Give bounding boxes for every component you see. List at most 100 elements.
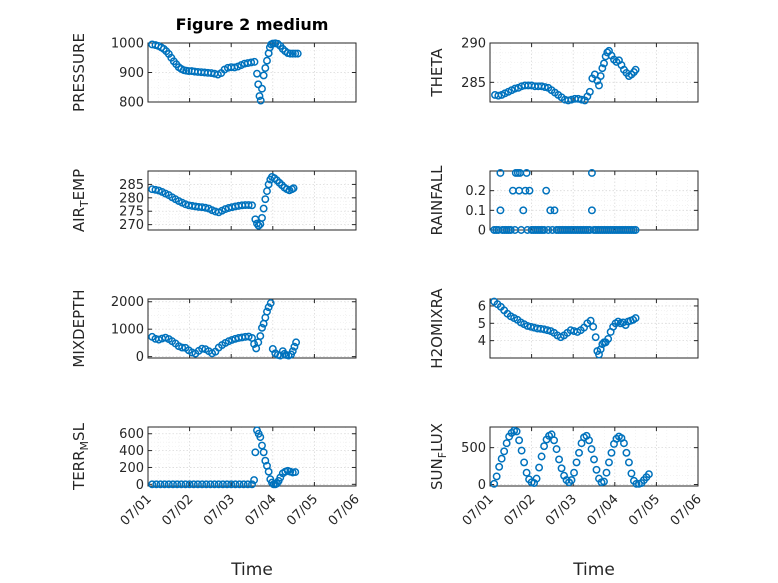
x-axis-label-left: Time [230,560,273,580]
data-point [495,462,504,471]
data-point [264,467,273,476]
data-point [263,307,271,316]
data-point [496,206,505,215]
data-point [152,480,161,489]
data-point [261,195,270,204]
data-point [585,436,593,445]
data-point [288,49,297,58]
data-point [193,480,202,489]
y-axis-label: TERRMSL [70,422,91,491]
data-point [502,439,511,448]
data-point [587,445,596,454]
data-point [542,186,551,195]
data-point [492,472,501,481]
data-point [292,338,301,347]
data-point [506,226,515,234]
data-point [540,83,549,92]
data-point [555,455,564,464]
plot-area [148,43,356,102]
data-point [250,340,259,348]
y-tick-label: 280 [119,191,144,206]
axes-frame [489,298,699,359]
data-point [591,333,600,342]
data-point [494,91,503,100]
data-point [289,184,298,193]
data-point [595,81,603,90]
y-axis-label: RAINFALL [428,165,446,236]
data-point [622,448,631,457]
data-point [598,64,607,73]
data-point [256,96,265,105]
data-point [517,446,526,455]
data-point [512,427,521,436]
data-point [214,480,223,489]
data-point [589,322,598,331]
data-point [227,480,236,489]
data-point [522,169,531,177]
data-point [151,185,160,194]
data-point [259,71,268,80]
figure-title: Figure 2 medium [176,15,329,34]
data-point [500,447,509,456]
axes-frame [147,426,357,487]
data-point [631,314,640,323]
data-point [600,477,608,486]
y-tick-label: 800 [119,96,144,111]
axes-frame [489,426,699,487]
y-axis-label: SUNFLUX [428,423,449,490]
data-point [519,206,528,215]
data-point [259,448,268,457]
data-point [644,470,653,479]
y-tick-label: 275 [119,205,144,220]
data-point [592,465,601,474]
data-point [605,458,613,467]
data-point [552,445,561,454]
data-point [537,452,546,461]
y-axis-label: PRESSURE [70,33,88,112]
data-point [201,203,210,212]
data-point [575,448,583,457]
data-point [577,95,586,104]
data-point [258,84,266,93]
data-point [178,343,187,352]
data-point [185,480,194,489]
data-point [266,299,275,308]
data-point [248,480,256,489]
data-point [198,480,207,489]
data-point [540,442,549,451]
y-tick-label: 0.1 [465,204,486,219]
data-point [632,479,641,488]
data-point [572,458,581,467]
data-point [288,347,297,356]
y-tick-label: 1000 [111,37,144,52]
data-point [254,221,263,230]
data-point [604,334,613,343]
data-point [189,480,198,489]
y-axis-label: AIRTEMP [70,169,91,232]
panel-2: 285 290 THETA [428,37,699,105]
data-point [198,344,207,353]
y-tick-label: 0.2 [465,184,486,199]
data-point [570,468,578,477]
data-point [587,169,596,177]
data-point [557,464,566,473]
data-point [235,480,244,489]
y-tick-label: 0 [478,478,486,493]
data-point [243,480,252,489]
data-point [160,480,169,489]
axes-frame [147,298,357,359]
y-tick-label: 2000 [111,295,144,310]
data-point [156,480,165,489]
data-point [550,206,559,215]
data-point [250,57,259,66]
data-point [286,49,295,58]
data-point [251,448,260,457]
data-point [231,480,240,489]
data-point [525,186,534,195]
data-point [602,468,611,477]
data-point [223,480,231,489]
y-axis-label: H2OMIXRA [428,288,446,369]
data-point [497,454,506,463]
